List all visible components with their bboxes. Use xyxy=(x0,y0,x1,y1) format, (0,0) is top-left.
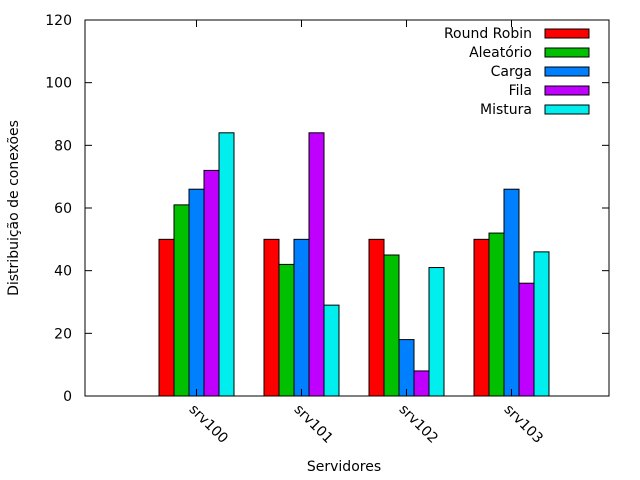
legend: Round Robin Aleatório Carga Fila Mistura xyxy=(444,26,590,118)
bars-layer xyxy=(158,132,550,397)
bar-srv103-1 xyxy=(488,232,505,397)
bar-srv101-3 xyxy=(308,132,325,397)
x-tick-label: srv102 xyxy=(396,402,441,447)
x-tick-label: srv100 xyxy=(186,402,231,447)
y-tick-label: 60 xyxy=(54,201,72,217)
bar-srv101-0 xyxy=(263,238,280,397)
legend-label: Aleatório xyxy=(469,45,532,61)
y-axis-ticks: 0 20 40 60 80 100 120 xyxy=(45,13,609,405)
x-axis-label: Servidores xyxy=(307,459,381,475)
legend-swatch xyxy=(544,104,590,115)
bar-srv102-4 xyxy=(428,267,445,397)
bar-srv103-2 xyxy=(503,188,520,397)
bar-srv103-0 xyxy=(473,238,490,397)
legend-swatch xyxy=(544,47,590,58)
legend-swatch xyxy=(544,28,590,39)
bar-srv100-0 xyxy=(158,238,175,397)
legend-swatch xyxy=(544,66,590,77)
bar-srv102-1 xyxy=(383,254,400,397)
y-tick-label: 40 xyxy=(54,264,72,280)
y-tick-label: 80 xyxy=(54,138,72,154)
x-tick-label: srv103 xyxy=(501,402,546,447)
y-tick-label: 120 xyxy=(45,13,72,29)
y-tick-label: 20 xyxy=(54,326,72,342)
legend-label: Mistura xyxy=(480,102,532,118)
bar-srv100-2 xyxy=(188,188,205,397)
legend-label: Carga xyxy=(491,64,532,80)
y-tick-label: 100 xyxy=(45,76,72,92)
legend-swatch xyxy=(544,85,590,96)
bar-srv103-4 xyxy=(533,251,550,397)
bar-srv102-3 xyxy=(413,370,430,397)
bar-srv101-1 xyxy=(278,263,295,397)
y-axis-label: Distribuição de conexões xyxy=(6,120,22,296)
bar-srv101-4 xyxy=(323,304,340,397)
bar-srv102-0 xyxy=(368,238,385,397)
x-tick-label: srv101 xyxy=(291,402,336,447)
bar-srv100-1 xyxy=(173,204,190,397)
legend-label: Round Robin xyxy=(444,26,532,42)
y-tick-label: 0 xyxy=(63,389,72,405)
bar-srv100-4 xyxy=(218,132,235,397)
bar-srv100-3 xyxy=(203,169,220,397)
bar-srv101-2 xyxy=(293,238,310,397)
legend-label: Fila xyxy=(509,83,532,99)
bar-srv103-3 xyxy=(518,282,535,397)
bar-srv102-2 xyxy=(398,339,415,397)
